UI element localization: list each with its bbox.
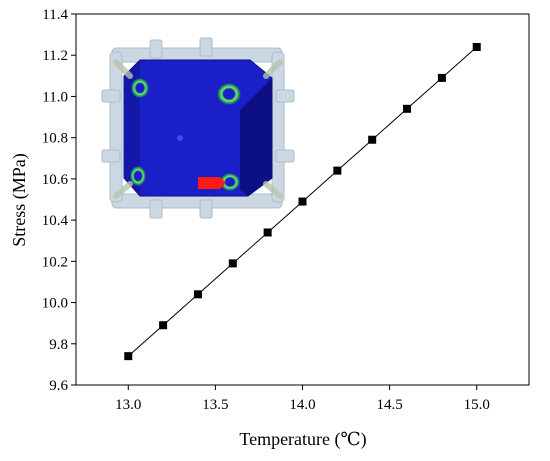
data-point (193, 290, 202, 299)
data-point (403, 104, 412, 113)
y-tick-label: 10.0 (42, 296, 68, 312)
y-tick-label: 11.2 (42, 48, 68, 64)
data-point (159, 321, 168, 330)
data-point (263, 228, 272, 237)
fem-cube-model-image (101, 37, 295, 219)
y-tick-label: 10.4 (42, 213, 69, 229)
data-point (228, 259, 237, 268)
axis-ticks (71, 13, 478, 390)
y-tick-label: 10.2 (42, 254, 68, 270)
y-tick-label: 10.8 (42, 131, 68, 147)
y-tick-label: 9.8 (49, 337, 68, 353)
x-tick-label: 14.0 (289, 397, 315, 413)
y-tick-label: 9.6 (49, 378, 68, 394)
x-axis-title: Temperature (℃) (239, 429, 366, 450)
y-tick-labels: 9.6 9.8 10.0 10.2 10.4 10.6 10.8 11.0 11.2 11.4 (42, 7, 69, 394)
data-point (368, 135, 377, 144)
x-tick-label: 15.0 (464, 397, 490, 413)
x-tick-label: 14.5 (376, 397, 402, 413)
data-point (124, 352, 133, 361)
x-tick-label: 13.0 (115, 397, 141, 413)
y-tick-label: 11.4 (42, 7, 68, 23)
x-tick-labels: 13.0 13.5 14.0 14.5 15.0 (115, 397, 490, 413)
y-tick-label: 11.0 (42, 89, 68, 105)
x-tick-label: 13.5 (202, 397, 228, 413)
data-point (437, 73, 446, 82)
y-axis-title: Stress (MPa) (9, 153, 30, 247)
series-layer (124, 42, 481, 361)
data-point (333, 166, 342, 175)
data-point (472, 42, 481, 51)
y-tick-label: 10.6 (42, 172, 69, 188)
data-point (298, 197, 307, 206)
